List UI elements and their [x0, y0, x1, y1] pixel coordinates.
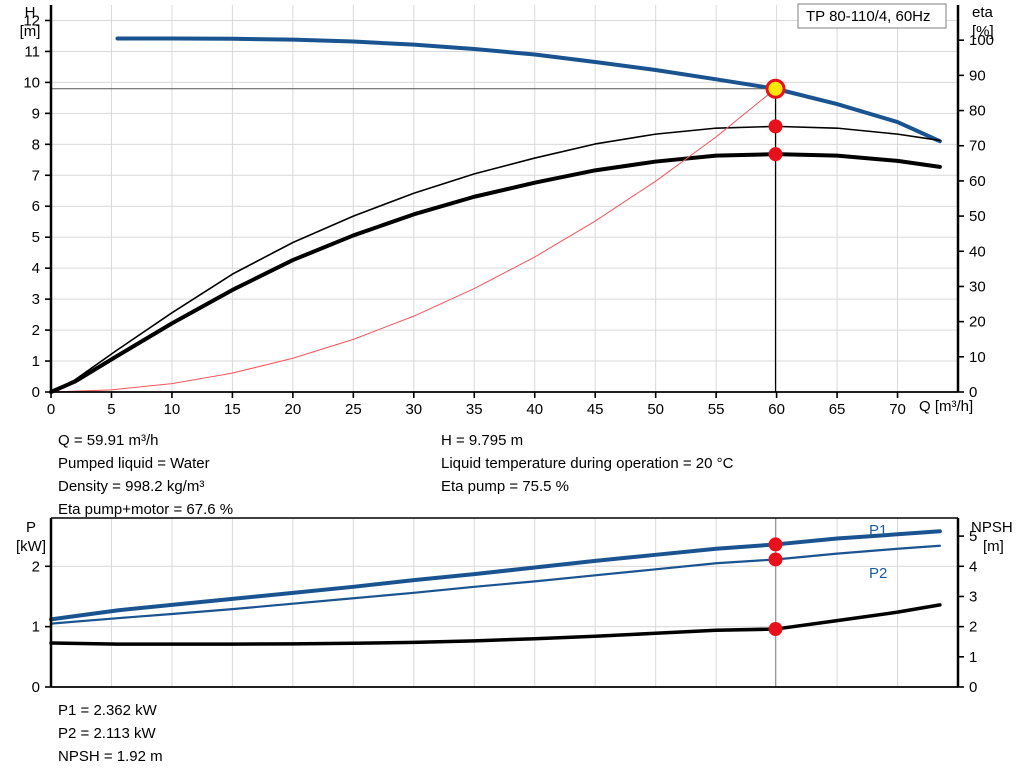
tick-label-head: 10 — [23, 74, 40, 91]
upper-chart-gridlines — [50, 5, 958, 392]
tick-label-npsh: 4 — [969, 558, 977, 575]
upper-right-axis-title-symbol: eta — [972, 4, 994, 21]
tick-label-npsh: 3 — [969, 588, 977, 605]
duty-point-info-right: H = 9.795 m Liquid temperature during op… — [441, 429, 733, 498]
info-line-flow: Q = 59.91 m³/h — [58, 432, 159, 449]
curve-npsh — [49, 603, 942, 646]
info-line-density: Density = 998.2 kg/m³ — [58, 478, 205, 495]
tick-label-flow: 10 — [164, 401, 181, 418]
tick-label-eta: 100 — [969, 32, 994, 49]
tick-label-head: 2 — [32, 322, 40, 339]
lower-left-axis-title-unit: [kW] — [16, 538, 46, 555]
info-line-head: H = 9.795 m — [441, 432, 524, 449]
tick-label-flow: 45 — [587, 401, 604, 418]
duty-point-info-left: Q = 59.91 m³/h Pumped liquid = Water Den… — [58, 429, 233, 521]
tick-label-eta: 30 — [969, 278, 986, 295]
tick-label-eta: 70 — [969, 138, 986, 155]
lower-chart-curves — [49, 518, 942, 687]
tick-label-flow: 20 — [285, 401, 302, 418]
tick-label-flow: 60 — [768, 401, 785, 418]
tick-label-eta: 90 — [969, 67, 986, 84]
info-line-liquid-temperature: Liquid temperature during operation = 20… — [441, 455, 734, 472]
duty-dot-p1 — [768, 537, 783, 552]
tick-label-npsh: 1 — [969, 649, 977, 666]
title-box-label: TP 80-110/4, 60Hz — [806, 8, 931, 25]
tick-label-flow: 35 — [466, 401, 483, 418]
tick-label-flow: 15 — [224, 401, 241, 418]
tick-label-flow: 25 — [345, 401, 362, 418]
upper-left-axis-title-symbol: H — [25, 4, 36, 21]
tick-label-head: 11 — [24, 43, 40, 60]
tick-label-head: 6 — [32, 198, 40, 215]
tick-label-flow: 70 — [889, 401, 906, 418]
tick-label-eta: 0 — [969, 384, 977, 401]
tick-label-eta: 40 — [969, 243, 986, 260]
lower-chart-axes — [45, 517, 964, 688]
curve-h-head- — [115, 36, 942, 144]
lower-right-axis-title-unit: [m] — [983, 538, 1004, 555]
upper-chart-axes — [45, 5, 964, 398]
tick-label-flow: 30 — [405, 401, 422, 418]
info-line-pumped-liquid: Pumped liquid = Water — [58, 455, 210, 472]
tick-label-eta: 10 — [969, 349, 986, 366]
tick-label-eta: 60 — [969, 173, 986, 190]
tick-label-flow: 65 — [829, 401, 846, 418]
curve-p1 — [49, 529, 942, 622]
tick-label-flow: 40 — [526, 401, 543, 418]
tick-label-head: 12 — [23, 12, 40, 29]
info-line-eta-pump: Eta pump = 75.5 % — [441, 478, 569, 495]
tick-label-npsh: 0 — [969, 679, 977, 696]
duty-dot-npsh — [768, 622, 783, 637]
series-label-p1: P1 — [869, 522, 887, 539]
lower-right-axis-title-symbol: NPSH — [971, 519, 1013, 536]
info-line-npsh: NPSH = 1.92 m — [58, 748, 163, 765]
curve-eta-pump-motor — [49, 152, 942, 394]
duty-dot-eta-pump-motor — [768, 147, 783, 162]
tick-label-head: 7 — [32, 167, 40, 184]
duty-dot-p2 — [768, 552, 783, 567]
tick-label-head: 3 — [32, 291, 40, 308]
info-line-p1: P1 = 2.362 kW — [58, 702, 157, 719]
lower-chart-gridlines — [50, 518, 958, 687]
tick-label-eta: 20 — [969, 314, 986, 331]
tick-label-head: 9 — [32, 105, 40, 122]
curve-eta-pump — [50, 125, 941, 393]
upper-right-axis-title-unit: [%] — [972, 23, 994, 40]
tick-label-flow: 0 — [47, 401, 55, 418]
tick-label-head: 4 — [32, 260, 40, 277]
tick-label-power: 1 — [32, 619, 40, 636]
lower-left-axis-title-symbol: P — [26, 519, 36, 536]
upper-chart-curves — [49, 36, 942, 394]
upper-left-axis-title-unit: [m] — [20, 23, 41, 40]
curve-system-curve — [50, 88, 777, 393]
tick-label-npsh: 2 — [969, 619, 977, 636]
tick-label-flow: 50 — [647, 401, 664, 418]
title-box: TP 80-110/4, 60Hz — [797, 3, 947, 29]
tick-label-flow: 5 — [107, 401, 115, 418]
power-info-block: P1 = 2.362 kW P2 = 2.113 kW NPSH = 1.92 … — [58, 699, 163, 768]
tick-label-head: 0 — [32, 384, 40, 401]
series-label-p2: P2 — [869, 565, 887, 582]
upper-x-axis-title: Q [m³/h] — [919, 398, 973, 415]
tick-label-eta: 50 — [969, 208, 986, 225]
lower-chart-tick-labels: 0 1 2 0 1 2 3 4 5 — [32, 528, 978, 696]
tick-label-head: 8 — [32, 136, 40, 153]
curve-p2 — [49, 544, 941, 625]
info-line-eta-pump-motor: Eta pump+motor = 67.6 % — [58, 501, 234, 518]
tick-label-eta: 80 — [969, 103, 986, 120]
tick-label-power: 0 — [32, 679, 40, 696]
duty-dot-eta-pump — [768, 119, 783, 134]
tick-label-npsh: 5 — [969, 528, 977, 545]
tick-label-flow: 55 — [708, 401, 725, 418]
info-line-p2: P2 = 2.113 kW — [58, 725, 156, 742]
tick-label-head: 1 — [32, 353, 40, 370]
tick-label-head: 5 — [32, 229, 40, 246]
duty-point-marker — [765, 78, 786, 99]
tick-label-power: 2 — [32, 558, 40, 575]
